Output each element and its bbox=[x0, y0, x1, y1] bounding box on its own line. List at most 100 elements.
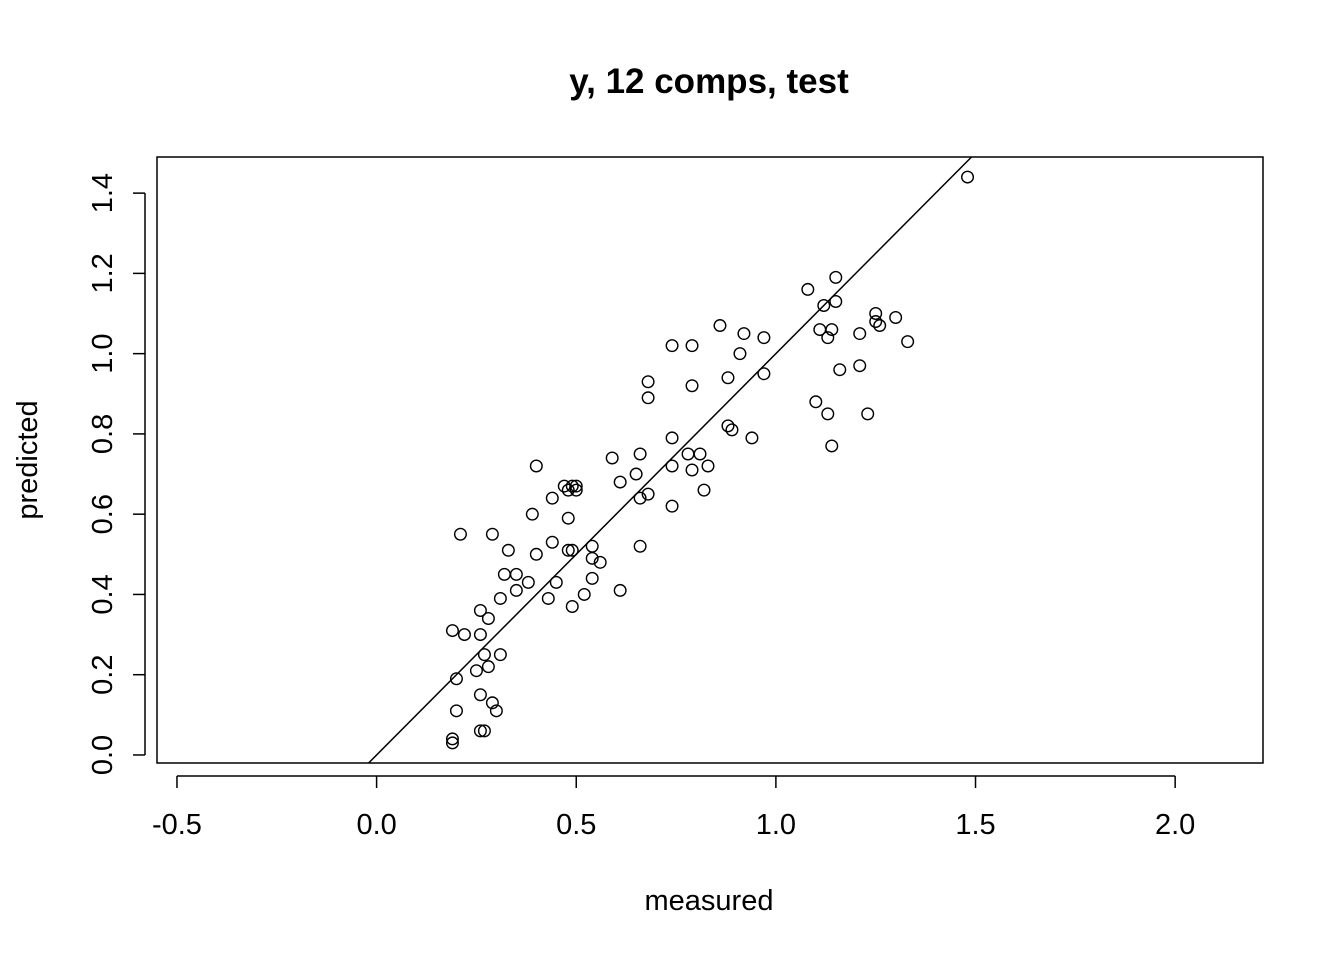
data-point bbox=[665, 499, 679, 513]
y-tick-label: 1.2 bbox=[87, 253, 119, 293]
data-point bbox=[453, 527, 467, 541]
data-point bbox=[473, 603, 487, 617]
data-point bbox=[541, 591, 555, 605]
data-point bbox=[693, 447, 707, 461]
y-tick-label: 0.0 bbox=[87, 735, 119, 775]
y-tick-label: 0.8 bbox=[87, 414, 119, 454]
data-point bbox=[809, 395, 823, 409]
data-point bbox=[561, 543, 575, 557]
data-point bbox=[665, 459, 679, 473]
data-point bbox=[569, 479, 583, 493]
y-tick-label: 0.6 bbox=[87, 494, 119, 534]
data-point bbox=[477, 648, 491, 662]
data-point bbox=[757, 331, 771, 345]
x-tick-label: 2.0 bbox=[1155, 809, 1195, 841]
y-tick-label: 0.4 bbox=[87, 574, 119, 614]
data-point bbox=[681, 447, 695, 461]
data-point bbox=[449, 704, 463, 718]
data-point bbox=[445, 732, 459, 746]
data-point bbox=[833, 363, 847, 377]
data-point bbox=[473, 688, 487, 702]
data-point bbox=[585, 539, 599, 553]
data-point bbox=[701, 459, 715, 473]
data-point bbox=[497, 567, 511, 581]
data-point bbox=[473, 724, 487, 738]
plot-frame bbox=[156, 156, 1264, 764]
data-point bbox=[605, 451, 619, 465]
data-point bbox=[493, 591, 507, 605]
data-point bbox=[509, 583, 523, 597]
data-point bbox=[633, 447, 647, 461]
data-point bbox=[733, 347, 747, 361]
y-tick-label: 1.0 bbox=[87, 333, 119, 373]
data-point bbox=[485, 696, 499, 710]
data-points bbox=[445, 170, 975, 750]
x-axis-label: measured bbox=[645, 885, 774, 917]
data-point bbox=[457, 628, 471, 642]
data-point bbox=[629, 467, 643, 481]
data-point bbox=[545, 535, 559, 549]
data-point bbox=[469, 664, 483, 678]
data-point bbox=[641, 391, 655, 405]
data-point bbox=[757, 367, 771, 381]
data-point bbox=[481, 612, 495, 626]
y-tick-label: 0.2 bbox=[87, 655, 119, 695]
data-point bbox=[829, 294, 843, 308]
data-point bbox=[825, 323, 839, 337]
data-point bbox=[665, 339, 679, 353]
data-point bbox=[961, 170, 975, 184]
data-point bbox=[861, 407, 875, 421]
data-point bbox=[565, 543, 579, 557]
data-point bbox=[821, 407, 835, 421]
data-point bbox=[529, 459, 543, 473]
data-point bbox=[685, 339, 699, 353]
data-point bbox=[445, 624, 459, 638]
data-point bbox=[569, 483, 583, 497]
data-point bbox=[489, 704, 503, 718]
data-point bbox=[721, 419, 735, 433]
data-point bbox=[853, 327, 867, 341]
data-point bbox=[593, 555, 607, 569]
data-point bbox=[501, 543, 515, 557]
data-point bbox=[525, 507, 539, 521]
data-point bbox=[561, 511, 575, 525]
data-point bbox=[613, 583, 627, 597]
data-point bbox=[485, 527, 499, 541]
data-point bbox=[713, 319, 727, 333]
data-point bbox=[493, 648, 507, 662]
data-point bbox=[817, 298, 831, 312]
data-point bbox=[529, 547, 543, 561]
data-point bbox=[697, 483, 711, 497]
data-point bbox=[613, 475, 627, 489]
data-point bbox=[801, 282, 815, 296]
data-point bbox=[585, 571, 599, 585]
data-point bbox=[577, 587, 591, 601]
y-tick-label: 1.4 bbox=[87, 173, 119, 213]
data-point bbox=[873, 319, 887, 333]
data-point bbox=[445, 736, 459, 750]
data-point bbox=[721, 371, 735, 385]
data-point bbox=[901, 335, 915, 349]
data-point bbox=[829, 270, 843, 284]
data-point bbox=[633, 491, 647, 505]
y-axis: 0.0 0.2 0.4 0.6 0.8 1.0 1.2 1.4 bbox=[87, 173, 146, 775]
data-point bbox=[633, 539, 647, 553]
data-point bbox=[473, 628, 487, 642]
data-point bbox=[821, 331, 835, 345]
data-point bbox=[853, 359, 867, 373]
data-point bbox=[685, 463, 699, 477]
data-point bbox=[545, 491, 559, 505]
chart-title: y, 12 comps, test bbox=[569, 62, 849, 101]
x-axis: -0.5 0.0 0.5 1.0 1.5 2.0 bbox=[152, 775, 1195, 841]
x-tick-label: -0.5 bbox=[152, 809, 202, 841]
data-point bbox=[869, 315, 883, 329]
data-point bbox=[685, 379, 699, 393]
data-point bbox=[565, 599, 579, 613]
x-tick-label: 0.0 bbox=[356, 809, 396, 841]
x-tick-label: 0.5 bbox=[556, 809, 596, 841]
x-tick-label: 1.5 bbox=[955, 809, 995, 841]
data-point bbox=[869, 307, 883, 321]
data-point bbox=[509, 567, 523, 581]
data-point bbox=[477, 724, 491, 738]
